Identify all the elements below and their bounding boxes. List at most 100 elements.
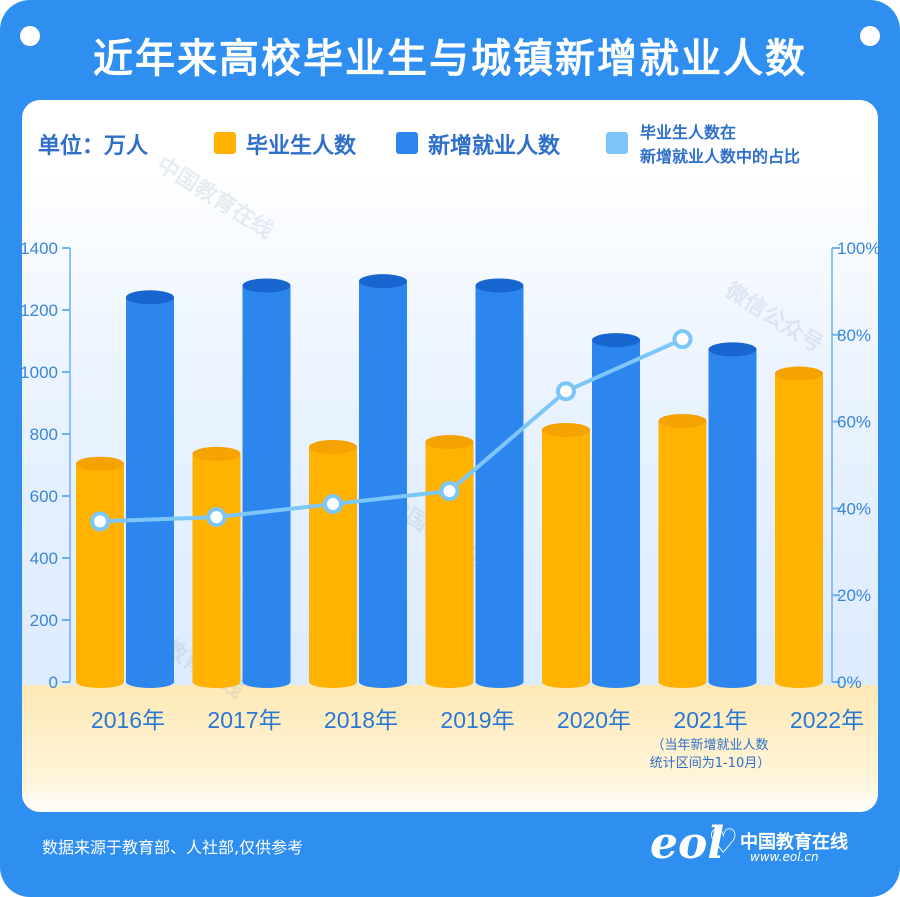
- y-tick-label-right: 40%: [837, 499, 871, 518]
- note-2021: （当年新增就业人数 统计区间为1-10月）: [640, 737, 780, 773]
- bar-graduates-base: [658, 676, 707, 688]
- bar-new-jobs: [242, 278, 291, 688]
- bar-graduates-body: [192, 453, 241, 682]
- legend-new-jobs: 新增就业人数: [428, 134, 561, 159]
- bar-new-jobs-top: [242, 278, 291, 293]
- bar-new-jobs-top: [126, 290, 174, 305]
- legend-ratio-line1: 毕业生人数在: [640, 123, 737, 142]
- bar-new-jobs-top: [475, 278, 524, 293]
- y-tick-label-right: 20%: [837, 586, 871, 605]
- y-tick-label-left: 1000: [20, 363, 58, 382]
- bar-new-jobs-top: [708, 342, 757, 357]
- bar-graduates-base: [309, 676, 357, 688]
- bar-new-jobs-base: [592, 676, 640, 688]
- bar-graduates-body: [542, 429, 590, 682]
- y-tick-label-right: 60%: [837, 413, 871, 432]
- ratio-line: [99, 337, 684, 524]
- bar-graduates-top: [192, 446, 241, 461]
- ratio-point: [439, 481, 460, 502]
- eol-logo: eol ♡ 中国教育在线 www.eol.cn: [650, 818, 870, 878]
- x-tick-label: 2019年: [440, 707, 514, 733]
- bar-graduates-top: [309, 440, 357, 455]
- y-tick-label-left: 1400: [20, 239, 58, 258]
- bar-new-jobs-top: [359, 274, 407, 289]
- bar-graduates: [542, 422, 590, 688]
- page-title: 近年来高校毕业生与城镇新增就业人数: [93, 36, 807, 82]
- y-tick-label-left: 200: [30, 611, 58, 630]
- unit-label: 单位：万人: [38, 134, 149, 159]
- y-tick-label-left: 0: [49, 673, 58, 692]
- legend-swatch-new-jobs: [396, 132, 418, 154]
- logo-mark: eol: [650, 818, 725, 869]
- ratio-point: [206, 507, 227, 528]
- bar-new-jobs-body: [475, 285, 524, 682]
- chart-floor: [22, 685, 878, 812]
- bar-graduates-top: [775, 366, 823, 381]
- bar-new-jobs-base: [359, 676, 407, 688]
- bar-graduates-body: [775, 373, 823, 682]
- bar-graduates: [309, 440, 357, 688]
- bar-graduates: [425, 435, 474, 688]
- heart-icon: ♡: [708, 822, 739, 862]
- bar-graduates-base: [192, 676, 241, 688]
- y-tick-label-left: 1200: [20, 301, 58, 320]
- bar-graduates-base: [76, 676, 124, 688]
- legend-swatch-ratio: [606, 132, 628, 154]
- bar-graduates-body: [658, 420, 707, 682]
- y-tick-label-right: 0%: [837, 673, 862, 692]
- x-tick-label: 2022年: [790, 707, 864, 733]
- ratio-point: [556, 381, 576, 402]
- bar-graduates: [192, 446, 241, 688]
- ratio-point: [672, 329, 693, 350]
- bar-new-jobs-top: [592, 333, 640, 348]
- legend: 单位：万人 毕业生人数 新增就业人数 毕业生人数在 新增就业人数中的占比: [0, 123, 900, 178]
- x-tick-label: 2017年: [207, 707, 281, 733]
- bar-graduates: [76, 456, 124, 688]
- corner-dot-right: [860, 26, 880, 46]
- y-tick-label-right: 80%: [837, 326, 871, 345]
- bar-new-jobs-body: [242, 285, 291, 682]
- legend-ratio-line2: 新增就业人数中的占比: [640, 147, 801, 166]
- legend-swatch-graduates: [214, 132, 236, 154]
- bar-new-jobs-base: [475, 676, 524, 688]
- y-tick-label-left: 800: [30, 425, 58, 444]
- bar-new-jobs-body: [359, 281, 407, 682]
- bar-new-jobs-base: [242, 676, 291, 688]
- bar-graduates-base: [775, 676, 823, 688]
- bar-new-jobs-body: [126, 297, 174, 682]
- y-tick-label-left: 400: [30, 549, 58, 568]
- bar-new-jobs: [708, 342, 757, 688]
- bar-new-jobs-base: [708, 676, 757, 688]
- bar-new-jobs-body: [708, 349, 757, 682]
- logo-url: www.eol.cn: [750, 850, 819, 864]
- bar-graduates-top: [542, 422, 590, 437]
- y-tick-label-left: 600: [30, 487, 58, 506]
- ratio-point: [323, 494, 343, 515]
- x-tick-label: 2018年: [324, 707, 398, 733]
- bar-new-jobs: [592, 333, 640, 688]
- x-tick-label: 2021年: [673, 707, 747, 733]
- logo-brand: 中国教育在线: [740, 832, 848, 853]
- bar-graduates-base: [542, 676, 590, 688]
- bar-graduates-top: [658, 413, 707, 428]
- bar-graduates-body: [309, 447, 357, 682]
- bar-graduates-base: [425, 676, 474, 688]
- source-footer: 数据来源于教育部、人社部,仅供参考: [42, 838, 304, 857]
- y-tick-label-right: 100%: [837, 239, 880, 258]
- x-tick-label: 2020年: [557, 707, 631, 733]
- bar-new-jobs: [359, 274, 407, 688]
- note-line2: 统计区间为1-10月）: [649, 756, 771, 771]
- bar-graduates-body: [76, 463, 124, 682]
- bar-new-jobs: [475, 278, 524, 688]
- bar-graduates: [658, 413, 707, 688]
- bar-new-jobs-base: [126, 676, 174, 688]
- bar-graduates-top: [76, 456, 124, 471]
- bar-new-jobs-body: [592, 340, 640, 682]
- bar-graduates-top: [425, 435, 474, 450]
- x-tick-label: 2016年: [91, 707, 165, 733]
- bar-graduates: [775, 366, 823, 688]
- note-line1: （当年新增就业人数: [651, 738, 769, 753]
- ratio-point: [90, 511, 110, 532]
